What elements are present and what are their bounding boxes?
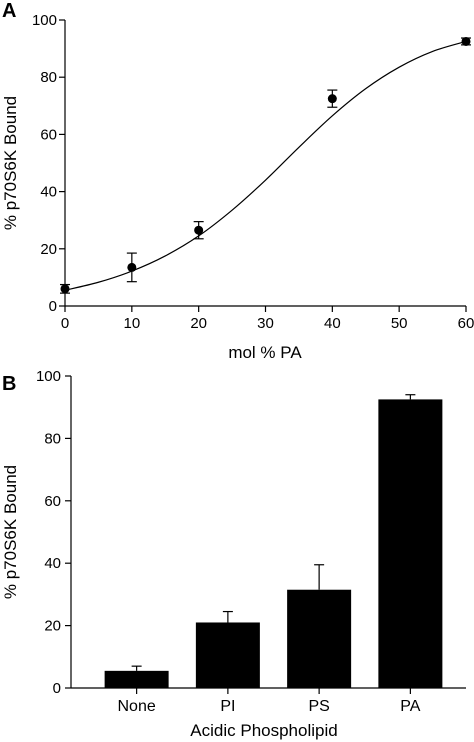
y-tick-label: 20 [44,618,61,635]
category-label: PA [400,698,420,715]
category-label: None [118,698,156,715]
bar-group: PS [287,564,352,715]
panel-a-x-axis-label: mol % PA [228,343,302,362]
data-point [327,89,338,108]
y-tick-label: 100 [32,12,57,29]
x-tick-label: 40 [324,315,341,332]
bar-group: PA [378,394,443,715]
data-point [60,283,70,294]
panel-a-fit-curve [64,40,467,291]
x-tick-label: 10 [123,315,140,332]
panel-a-y-ticks: 0 20 40 60 80 100 [32,12,65,315]
data-point-marker [127,262,137,272]
bar [287,589,352,688]
panel-b-x-axis-label: Acidic Phospholipid [190,721,337,740]
panel-b-label: B [2,373,16,395]
panel-a-data-points [60,36,471,294]
y-tick-label: 80 [40,69,57,86]
data-point [126,252,137,283]
panel-a: A 0 20 40 60 80 100 0 10 20 30 40 50 60 mol % PA % … [1,0,474,362]
panel-b: B 0 20 40 60 80 100 None PI PS PA Acidic Phospho… [1,368,466,740]
y-tick-label: 60 [44,493,61,510]
data-point [193,221,204,240]
data-point-marker [327,94,337,104]
y-tick-label: 40 [40,184,57,201]
data-point [461,36,471,46]
x-tick-label: 20 [190,315,207,332]
panel-b-y-axis-label: % p70S6K Bound [1,465,20,599]
y-tick-label: 0 [53,680,61,697]
bar-group: None [104,665,169,715]
category-label: PS [308,698,329,715]
y-tick-label: 100 [36,368,61,385]
panel-b-bars: None PI PS PA [104,394,443,715]
bar-group: PI [195,610,260,715]
panel-a-x-ticks: 0 10 20 30 40 50 60 [61,306,474,332]
x-tick-label: 60 [458,315,474,332]
panel-a-y-axis-label: % p70S6K Bound [1,96,20,230]
x-tick-label: 0 [61,315,69,332]
x-tick-label: 30 [257,315,274,332]
panel-a-label: A [2,0,16,22]
data-point-marker [194,225,204,235]
y-tick-label: 20 [40,241,57,258]
bar [378,399,443,688]
y-tick-label: 80 [44,430,61,447]
data-point-marker [461,36,471,46]
bar [195,622,260,688]
panel-b-y-ticks: 0 20 40 60 80 100 [36,368,71,697]
y-tick-label: 0 [49,298,57,315]
data-point-marker [60,284,70,294]
x-tick-label: 50 [391,315,408,332]
category-label: PI [220,698,235,715]
y-tick-label: 60 [40,126,57,143]
bar [104,670,169,688]
y-tick-label: 40 [44,555,61,572]
